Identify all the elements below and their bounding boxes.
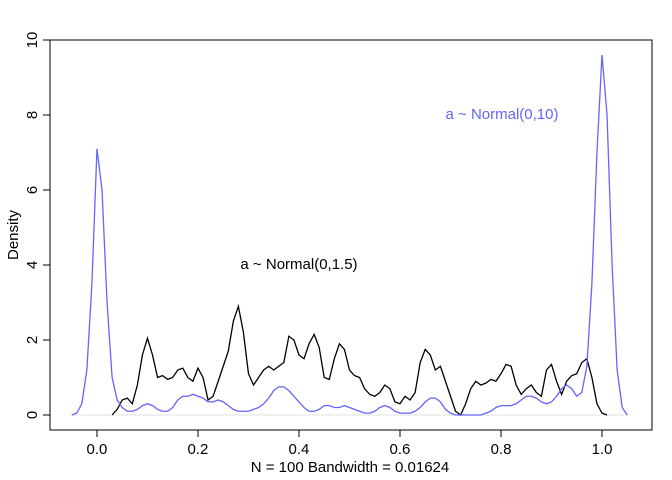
x-axis-label: N = 100 Bandwidth = 0.01624 [251, 459, 450, 476]
density-line [111, 303, 608, 417]
x-tick-label: 0.2 [188, 441, 209, 458]
y-tick-label: 4 [24, 261, 41, 269]
x-tick-label: 1.0 [592, 441, 613, 458]
x-tick-label: 0.6 [390, 441, 411, 458]
annotation: a ~ Normal(0,10) [446, 106, 559, 123]
y-axis-label: Density [5, 209, 22, 260]
density-line [71, 54, 628, 416]
y-tick-label: 6 [24, 186, 41, 194]
y-tick-label: 2 [24, 336, 41, 344]
y-tick-label: 0 [24, 411, 41, 419]
y-tick-label: 10 [24, 32, 41, 49]
annotation: a ~ Normal(0,1.5) [240, 256, 357, 273]
y-tick-label: 8 [24, 111, 41, 119]
x-tick-label: 0.4 [289, 441, 310, 458]
x-tick-label: 0.0 [87, 441, 108, 458]
x-tick-label: 0.8 [491, 441, 512, 458]
